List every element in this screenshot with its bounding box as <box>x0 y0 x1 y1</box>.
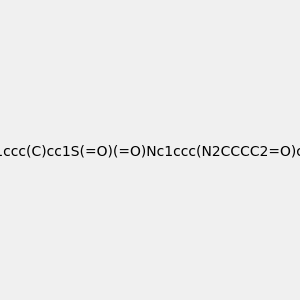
Text: COc1ccc(C)cc1S(=O)(=O)Nc1ccc(N2CCCC2=O)c(C)c1: COc1ccc(C)cc1S(=O)(=O)Nc1ccc(N2CCCC2=O)c… <box>0 145 300 158</box>
